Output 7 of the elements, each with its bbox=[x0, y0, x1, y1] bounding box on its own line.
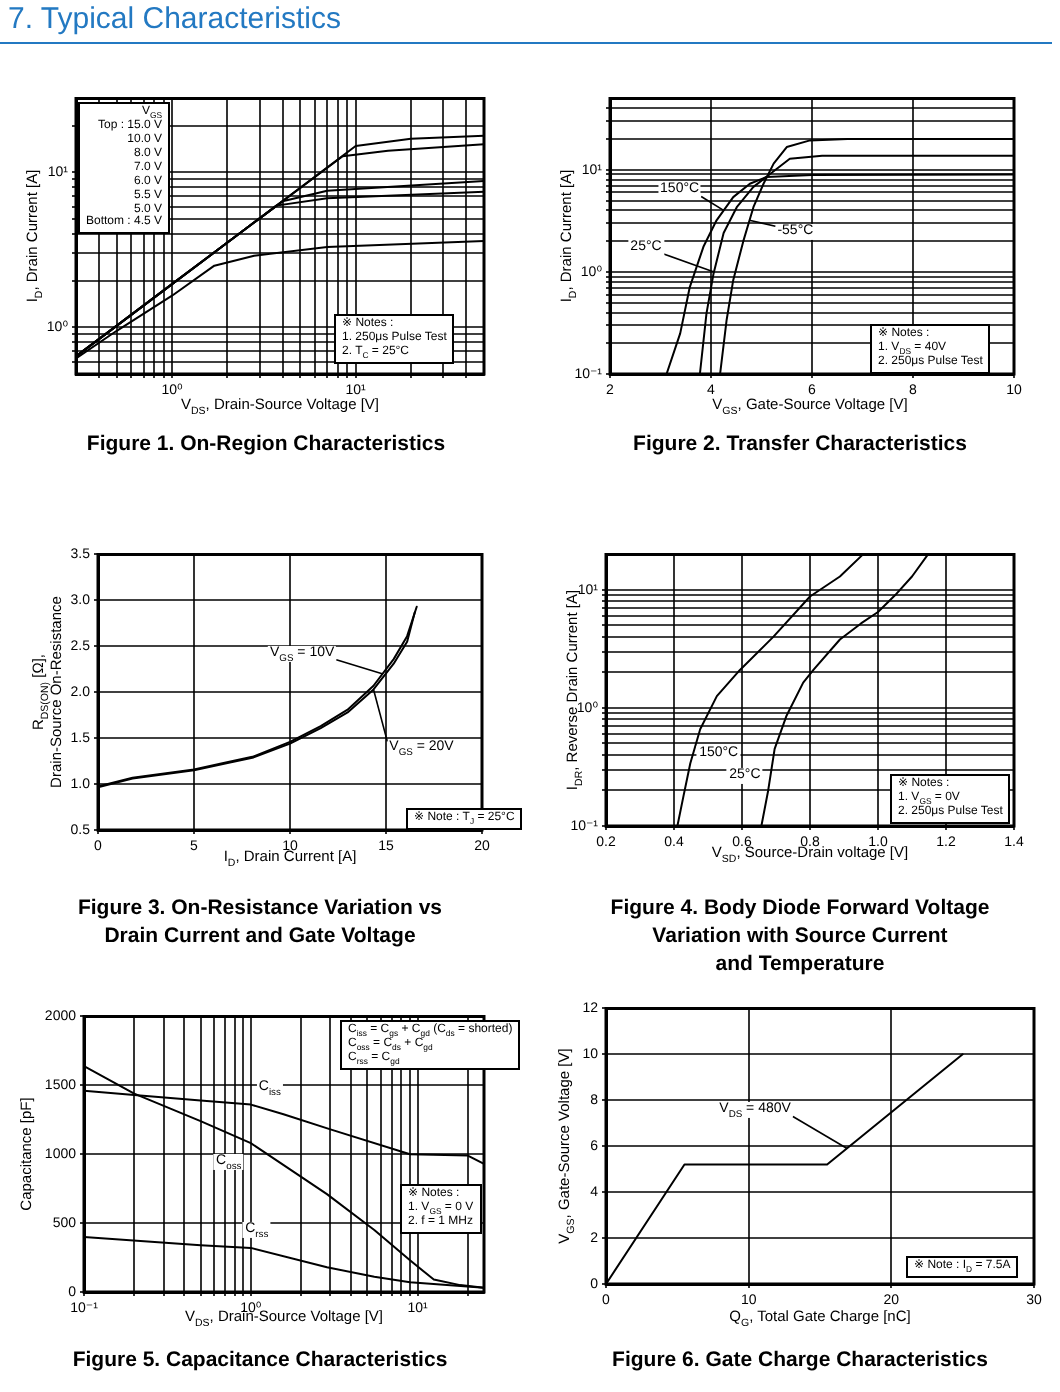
chart-subtitle: 7. Typical Characteristics bbox=[8, 2, 341, 37]
text: Figure 1. On-Region Characteristics bbox=[86, 430, 446, 458]
text: Figure 2. Transfer Characteristics bbox=[633, 430, 967, 458]
text: Figure 6. Gate Charge Characteristics bbox=[612, 1346, 988, 1374]
text: Figure 4. Body Diode Forward Voltage Variation with Source Current and Temperature bbox=[610, 894, 990, 978]
text: Figure 3. On-Resistance Variation vs Drain Current and Gate Voltage bbox=[77, 894, 443, 950]
text: Figure 5. Capacitance Characteristics bbox=[72, 1346, 448, 1374]
